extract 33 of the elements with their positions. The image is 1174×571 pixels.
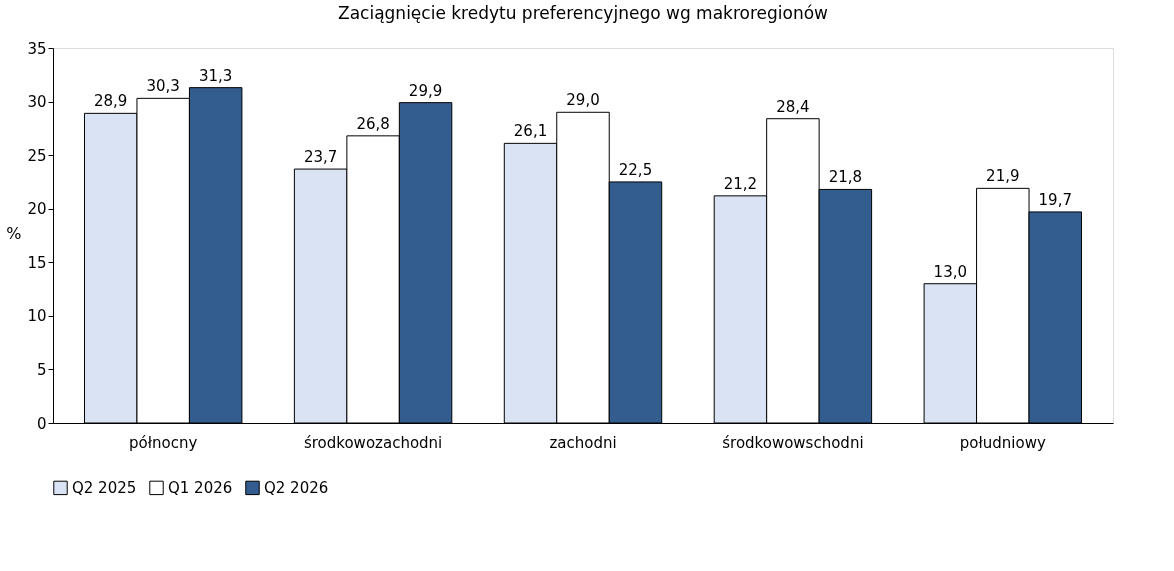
legend-label: Q2 2025 <box>72 478 137 497</box>
x-tick-label: północny <box>129 433 198 452</box>
y-tick-label: 15 <box>27 253 47 272</box>
x-tick-label: środkowozachodni <box>303 433 443 452</box>
data-label: 23,7 <box>303 148 338 167</box>
y-tick-label: 30 <box>27 93 47 112</box>
y-tick-label: 20 <box>27 200 47 219</box>
legend-label: Q2 2026 <box>264 478 329 497</box>
data-label: 30,3 <box>146 77 180 96</box>
y-tick-label: 5 <box>36 360 47 379</box>
x-tick-label: zachodni <box>549 433 617 452</box>
y-tick-label: 25 <box>27 146 47 165</box>
y-tick-label: 0 <box>36 414 47 433</box>
data-label: 19,7 <box>1038 190 1072 209</box>
data-label: 31,3 <box>198 66 233 85</box>
y-tick-label: 35 <box>27 39 47 58</box>
data-label: 13,0 <box>933 262 968 281</box>
data-label: 28,4 <box>776 97 810 116</box>
data-label: 29,0 <box>566 91 600 110</box>
data-label: 28,9 <box>94 92 128 111</box>
data-label: 26,1 <box>513 122 548 141</box>
data-label: 22,5 <box>618 160 653 179</box>
data-label: 29,9 <box>408 81 443 100</box>
data-label: 21,2 <box>723 174 758 193</box>
data-label: 21,8 <box>828 168 863 187</box>
data-label: 21,9 <box>986 167 1020 186</box>
x-tick-label: południowy <box>959 433 1046 452</box>
legend-label: Q1 2026 <box>168 478 233 497</box>
chart-title: Zaciągnięcie kredytu preferencyjnego wg makroregionów <box>338 3 829 23</box>
y-tick-label: 10 <box>27 307 47 326</box>
x-tick-label: środkowowschodni <box>722 433 864 452</box>
data-label: 26,8 <box>356 114 390 133</box>
y-axis-title: % <box>6 223 22 243</box>
